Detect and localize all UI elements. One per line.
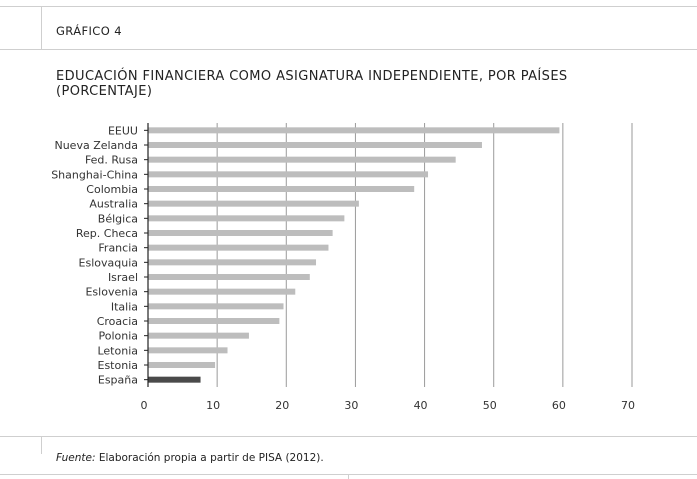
footer-divider	[41, 436, 42, 454]
x-tick-label: 50	[483, 399, 497, 412]
x-tick-label: 0	[141, 399, 148, 412]
category-label: Eslovaquia	[79, 256, 138, 269]
bar	[148, 288, 296, 295]
category-label: Shanghai-China	[51, 168, 138, 181]
x-tick-label: 40	[414, 399, 428, 412]
y-axis	[144, 123, 149, 387]
bar	[148, 318, 280, 324]
figure-label: GRÁFICO 4	[56, 24, 122, 38]
category-label: Bélgica	[98, 212, 138, 225]
category-label: Italia	[111, 300, 138, 313]
grid-lines	[216, 123, 633, 387]
footer-rule	[0, 436, 697, 437]
bar-chart: EEUU Nueva Zelanda Fed. RusaShanghai-China…	[51, 123, 636, 412]
category-label: Polonia	[98, 330, 138, 343]
bar	[148, 332, 249, 339]
bar	[148, 376, 201, 383]
bar	[148, 200, 359, 207]
category-label: Croacia	[97, 315, 138, 328]
x-tick-label: 30	[344, 399, 358, 412]
bars	[148, 127, 560, 383]
x-tick-label: 20	[275, 399, 289, 412]
x-tick-label: 60	[552, 399, 566, 412]
bar	[148, 186, 415, 192]
category-label: Estonia	[98, 359, 139, 372]
bar	[148, 259, 317, 266]
bar	[148, 274, 310, 280]
chart-title: EDUCACIÓN FINANCIERA COMO ASIGNATURA IND…	[56, 69, 568, 99]
top-rule	[0, 6, 697, 7]
chart-title-line-2: (PORCENTAJE)	[56, 84, 153, 99]
bar	[148, 362, 216, 368]
category-label: Fed. Rusa	[85, 154, 138, 167]
bottom-divider	[348, 474, 349, 479]
source-label: Fuente:	[56, 452, 96, 464]
bar	[148, 303, 284, 310]
category-label: EEUU	[108, 124, 138, 137]
bar	[148, 230, 333, 236]
category-labels: EEUU Nueva Zelanda Fed. RusaShanghai-China…	[51, 124, 138, 386]
bar	[148, 156, 456, 163]
category-label: Colombia	[86, 183, 138, 196]
category-label: Francia	[98, 242, 138, 255]
bar	[148, 244, 329, 251]
category-label: España	[98, 374, 138, 387]
x-tick-labels: 0 10 20 30 40 50 60 70	[141, 399, 636, 412]
source-text: Elaboración propia a partir de PISA (201…	[98, 452, 324, 464]
chart-title-line-1: EDUCACIÓN FINANCIERA COMO ASIGNATURA IND…	[56, 69, 568, 84]
bar	[148, 347, 228, 354]
category-label: Australia	[89, 198, 138, 211]
x-tick-label: 70	[621, 399, 635, 412]
category-label: Nueva Zelanda	[54, 139, 138, 152]
category-label: Rep. Checa	[76, 227, 138, 240]
header-divider	[41, 6, 42, 50]
source-note: Fuente: Elaboración propia a partir de P…	[56, 452, 324, 464]
bar	[148, 171, 429, 178]
bar	[148, 127, 560, 134]
bar	[148, 142, 482, 148]
category-label: Eslovenia	[85, 286, 138, 299]
category-label: Israel	[108, 271, 138, 284]
header-rule	[0, 49, 697, 50]
bar	[148, 215, 345, 222]
x-tick-label: 10	[206, 399, 220, 412]
category-label: Letonia	[97, 344, 138, 357]
